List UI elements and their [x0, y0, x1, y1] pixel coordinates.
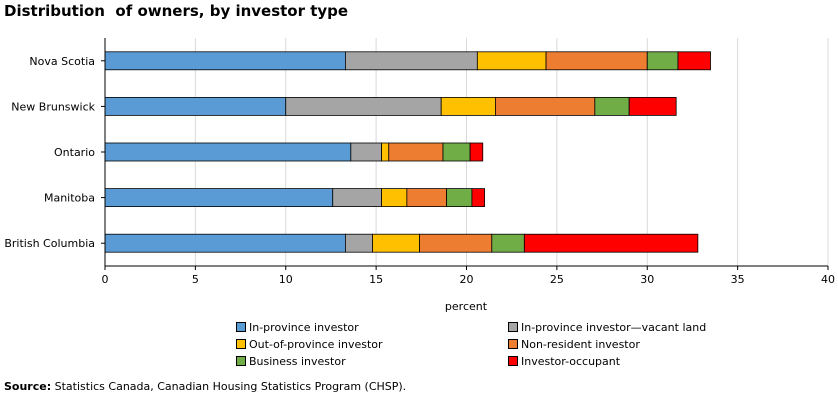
legend-label: Business investor: [249, 355, 346, 368]
bar-segment: [677, 51, 711, 71]
chart-title: Distribution of owners, by investor type: [4, 2, 349, 20]
legend-item: In-province investor—vacant land: [508, 321, 706, 335]
bar-segment: [442, 142, 471, 162]
x-tick-label: 20: [460, 273, 474, 286]
bar-segment: [104, 233, 346, 253]
bar-segment: [419, 233, 493, 253]
bar-segment: [476, 51, 547, 71]
category-label: Nova Scotia: [29, 55, 95, 68]
x-tick-label: 35: [731, 273, 745, 286]
legend-label: Non-resident investor: [521, 338, 640, 351]
legend-swatch: [236, 356, 246, 366]
category-label: British Columbia: [4, 237, 95, 250]
bar-segment: [372, 233, 420, 253]
bar-segment: [594, 97, 630, 116]
bar-segment: [628, 97, 677, 116]
bar-segment: [350, 142, 382, 162]
bar-segment: [523, 233, 699, 253]
legend-item: Out-of-province investor: [236, 338, 383, 352]
bar-segment: [646, 51, 679, 71]
legend-item: In-province investor: [236, 321, 359, 335]
bar-segment: [285, 97, 442, 116]
x-tick-label: 10: [279, 273, 293, 286]
legend-item: Business investor: [236, 355, 346, 369]
legend-swatch: [508, 339, 518, 349]
bars: [104, 51, 711, 253]
bar-segment: [469, 142, 484, 162]
x-axis-label: percent: [445, 300, 488, 313]
axes: 0 5 10 15 20 25 30 35 40 Nova Scotia New Brunswick…: [4, 38, 835, 286]
source-text: Statistics Canada, Canadian Housing Stat…: [51, 380, 407, 393]
legend-item: Non-resident investor: [508, 338, 640, 352]
legend-item: Investor-occupant: [508, 355, 620, 369]
bar-segment: [471, 188, 485, 208]
legend-swatch: [236, 339, 246, 349]
legend-label: In-province investor: [249, 321, 359, 334]
bar-segment: [440, 97, 496, 116]
legend-label: Investor-occupant: [521, 355, 621, 368]
bar-segment: [446, 188, 473, 208]
bar-segment: [104, 97, 287, 116]
category-label: Manitoba: [44, 192, 95, 205]
bar-segment: [545, 51, 648, 71]
legend-swatch: [236, 322, 246, 332]
bar-segment: [104, 51, 346, 71]
bar-segment: [388, 142, 444, 162]
bar-segment: [381, 188, 408, 208]
x-tick-label: 5: [192, 273, 199, 286]
bar-segment: [332, 188, 382, 208]
legend-swatch: [508, 356, 518, 366]
legend-label: In-province investor—vacant land: [521, 321, 707, 334]
source-note: Source: Statistics Canada, Canadian Hous…: [4, 380, 406, 393]
x-tick-label: 15: [369, 273, 383, 286]
bar-segment: [344, 233, 373, 253]
x-tick-label: 25: [550, 273, 564, 286]
legend-swatch: [508, 322, 518, 332]
category-label: New Brunswick: [11, 100, 95, 113]
legend-label: Out-of-province investor: [249, 338, 383, 351]
x-tick-label: 0: [102, 273, 109, 286]
source-label: Source:: [4, 380, 52, 393]
bar-segment: [104, 188, 334, 208]
bar-segment: [495, 97, 596, 116]
bar-segment: [104, 142, 352, 162]
bar-segment: [381, 142, 390, 162]
bar-segment: [406, 188, 448, 208]
category-label: Ontario: [54, 146, 95, 159]
bar-segment: [344, 51, 478, 71]
x-tick-label: 30: [640, 273, 654, 286]
x-tick-label: 40: [821, 273, 835, 286]
bar-segment: [491, 233, 525, 253]
